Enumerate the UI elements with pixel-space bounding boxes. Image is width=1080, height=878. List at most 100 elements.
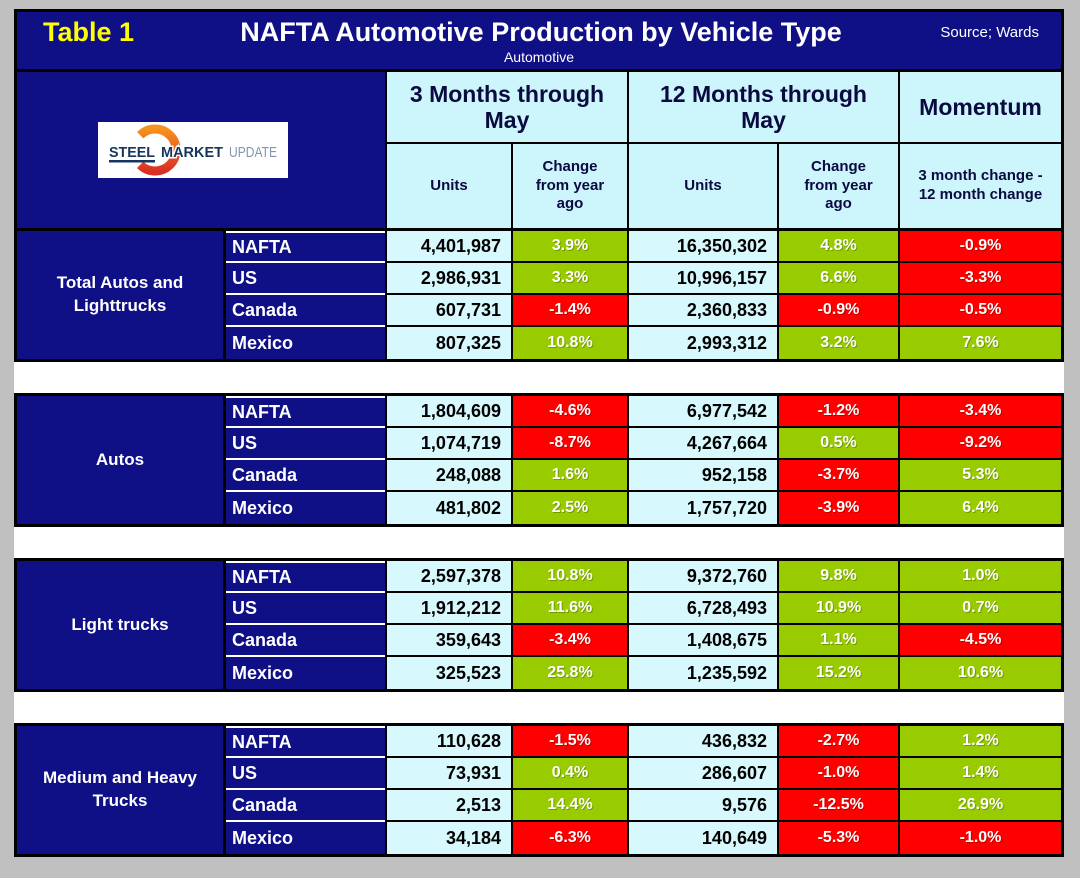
source-label: Source; Wards <box>940 24 1039 41</box>
logo-word-steel: STEEL <box>109 144 155 161</box>
units-3mo-cell: 325,523 <box>385 657 511 689</box>
units-3mo-cell: 807,325 <box>385 327 511 359</box>
units-12mo-cell: 4,267,664 <box>627 428 777 460</box>
units-12mo-cell: 6,728,493 <box>627 593 777 625</box>
change-3mo-cell: 3.9% <box>511 231 627 263</box>
momentum-cell: 7.6% <box>898 327 1061 359</box>
units-3mo-cell: 607,731 <box>385 295 511 327</box>
change-3mo-cell: -6.3% <box>511 822 627 854</box>
col-header-change-12mo: Change from year ago <box>777 144 898 228</box>
units-3mo-cell: 248,088 <box>385 460 511 492</box>
units-12mo-cell: 1,757,720 <box>627 492 777 524</box>
region-cell: NAFTA <box>226 561 385 593</box>
change-3mo-cell: -4.6% <box>511 396 627 428</box>
momentum-cell: -0.5% <box>898 295 1061 327</box>
momentum-cell: 0.7% <box>898 593 1061 625</box>
steel-market-update-logo: STEEL MARKET UPDATE <box>98 122 288 178</box>
momentum-cell: -3.3% <box>898 263 1061 295</box>
section-label: Autos <box>17 396 226 524</box>
logo-word-market: MARKET <box>161 144 223 161</box>
section-label: Medium and Heavy Trucks <box>17 726 226 854</box>
momentum-cell: -3.4% <box>898 396 1061 428</box>
change-12mo-cell: 1.1% <box>777 625 898 657</box>
change-3mo-cell: -3.4% <box>511 625 627 657</box>
change-12mo-cell: 6.6% <box>777 263 898 295</box>
logo-crescent-icon: STEEL MARKET UPDATE <box>108 124 278 176</box>
units-3mo-cell: 359,643 <box>385 625 511 657</box>
change-12mo-cell: -2.7% <box>777 726 898 758</box>
region-cell: US <box>226 428 385 460</box>
col-group-3-months: 3 Months through May <box>385 72 627 144</box>
table-body: Total Autos and Lighttrucks NAFTA 4,401,98… <box>14 231 1064 857</box>
change-12mo-cell: -12.5% <box>777 790 898 822</box>
momentum-cell: 10.6% <box>898 657 1061 689</box>
units-12mo-cell: 140,649 <box>627 822 777 854</box>
units-3mo-cell: 34,184 <box>385 822 511 854</box>
change-12mo-cell: -3.9% <box>777 492 898 524</box>
change-3mo-cell: -1.5% <box>511 726 627 758</box>
col-group-12-months: 12 Months through May <box>627 72 898 144</box>
logo-cell: STEEL MARKET UPDATE <box>17 72 385 228</box>
page-title: NAFTA Automotive Production by Vehicle T… <box>240 17 842 47</box>
section-label: Total Autos and Lighttrucks <box>17 231 226 359</box>
units-3mo-cell: 481,802 <box>385 492 511 524</box>
change-12mo-cell: 3.2% <box>777 327 898 359</box>
change-3mo-cell: 3.3% <box>511 263 627 295</box>
units-3mo-cell: 73,931 <box>385 758 511 790</box>
section-1: Total Autos and Lighttrucks NAFTA 4,401,98… <box>14 231 1064 362</box>
momentum-cell: -4.5% <box>898 625 1061 657</box>
region-cell: Canada <box>226 460 385 492</box>
region-cell: Mexico <box>232 497 294 518</box>
units-12mo-cell: 2,993,312 <box>627 327 777 359</box>
units-3mo-cell: 4,401,987 <box>385 231 511 263</box>
units-12mo-cell: 9,372,760 <box>627 561 777 593</box>
units-12mo-cell: 1,235,592 <box>627 657 777 689</box>
col-header-momentum-formula: 3 month change - 12 month change <box>898 144 1061 228</box>
table-number-label: Table 1 <box>43 17 135 47</box>
section-3: Light trucks NAFTA 2,597,378 10.8% 9,372,760… <box>14 558 1064 692</box>
momentum-cell: -9.2% <box>898 428 1061 460</box>
change-12mo-cell: 4.8% <box>777 231 898 263</box>
change-12mo-cell: -3.7% <box>777 460 898 492</box>
units-12mo-cell: 1,408,675 <box>627 625 777 657</box>
col-header-units-3mo: Units <box>385 144 511 228</box>
change-3mo-cell: -1.4% <box>511 295 627 327</box>
momentum-cell: 1.2% <box>898 726 1061 758</box>
units-12mo-cell: 10,996,157 <box>627 263 777 295</box>
change-12mo-cell: 0.5% <box>777 428 898 460</box>
change-3mo-cell: 14.4% <box>511 790 627 822</box>
change-3mo-cell: 1.6% <box>511 460 627 492</box>
region-cell: NAFTA <box>226 231 385 263</box>
units-12mo-cell: 16,350,302 <box>627 231 777 263</box>
momentum-cell: 1.4% <box>898 758 1061 790</box>
section-gap <box>14 362 1064 393</box>
region-cell: NAFTA <box>226 726 385 758</box>
momentum-cell: 26.9% <box>898 790 1061 822</box>
change-3mo-cell: 25.8% <box>511 657 627 689</box>
units-12mo-cell: 6,977,542 <box>627 396 777 428</box>
region-cell: NAFTA <box>226 396 385 428</box>
region-cell: Canada <box>226 790 385 822</box>
region-cell: US <box>226 758 385 790</box>
momentum-cell: -1.0% <box>898 822 1061 854</box>
region-cell: Mexico <box>232 662 294 683</box>
change-12mo-cell: -5.3% <box>777 822 898 854</box>
change-3mo-cell: 10.8% <box>511 327 627 359</box>
section-gap <box>14 692 1064 723</box>
region-cell: US <box>226 593 385 625</box>
region-cell: Mexico <box>232 827 294 848</box>
region-cell: Canada <box>226 295 385 327</box>
col-header-units-12mo: Units <box>627 144 777 228</box>
change-12mo-cell: -1.2% <box>777 396 898 428</box>
subtitle: Automotive <box>503 49 575 65</box>
logo-word-update: UPDATE <box>229 144 277 161</box>
units-12mo-cell: 952,158 <box>627 460 777 492</box>
units-3mo-cell: 1,804,609 <box>385 396 511 428</box>
units-3mo-cell: 1,912,212 <box>385 593 511 625</box>
section-gap <box>14 527 1064 558</box>
col-header-change-3mo: Change from year ago <box>511 144 627 228</box>
section-label: Light trucks <box>17 561 226 689</box>
region-cell: Canada <box>226 625 385 657</box>
units-3mo-cell: 1,074,719 <box>385 428 511 460</box>
